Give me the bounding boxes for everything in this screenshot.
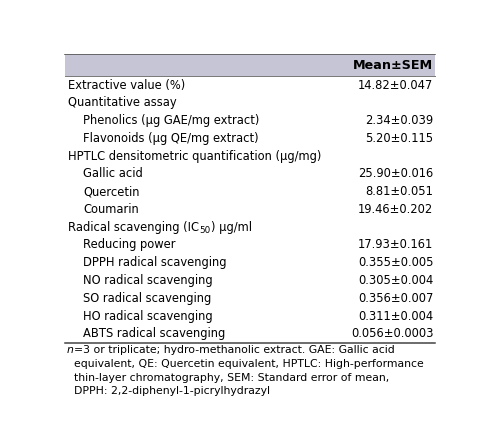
Text: Mean±SEM: Mean±SEM xyxy=(353,59,433,72)
Text: 17.93±0.161: 17.93±0.161 xyxy=(358,238,433,251)
Text: 25.90±0.016: 25.90±0.016 xyxy=(358,168,433,181)
Text: 50: 50 xyxy=(199,226,211,235)
Text: DPPH radical scavenging: DPPH radical scavenging xyxy=(83,256,227,269)
Text: HPTLC densitometric quantification (μg/mg): HPTLC densitometric quantification (μg/m… xyxy=(68,150,322,163)
Text: 5.20±0.115: 5.20±0.115 xyxy=(365,132,433,145)
Text: Phenolics (μg GAE/mg extract): Phenolics (μg GAE/mg extract) xyxy=(83,114,260,127)
Text: Extractive value (%): Extractive value (%) xyxy=(68,78,186,91)
Text: 2.34±0.039: 2.34±0.039 xyxy=(365,114,433,127)
Text: HO radical scavenging: HO radical scavenging xyxy=(83,310,213,323)
Text: ABTS radical scavenging: ABTS radical scavenging xyxy=(83,327,226,340)
Text: Quantitative assay: Quantitative assay xyxy=(68,96,177,109)
Text: 0.356±0.007: 0.356±0.007 xyxy=(358,292,433,305)
Text: 0.355±0.005: 0.355±0.005 xyxy=(358,256,433,269)
Text: 14.82±0.047: 14.82±0.047 xyxy=(358,78,433,91)
Text: Flavonoids (μg QE/mg extract): Flavonoids (μg QE/mg extract) xyxy=(83,132,259,145)
Text: Reducing power: Reducing power xyxy=(83,238,176,251)
Text: n: n xyxy=(67,345,74,355)
Text: Radical scavenging (IC: Radical scavenging (IC xyxy=(68,221,199,234)
Text: 0.056±0.0003: 0.056±0.0003 xyxy=(351,327,433,340)
Text: =3 or triplicate; hydro-methanolic extract. GAE: Gallic acid
equivalent, QE: Que: =3 or triplicate; hydro-methanolic extra… xyxy=(74,345,424,396)
Text: 0.311±0.004: 0.311±0.004 xyxy=(358,310,433,323)
Text: ) μg/ml: ) μg/ml xyxy=(211,221,252,234)
Text: Coumarin: Coumarin xyxy=(83,203,139,216)
Text: SO radical scavenging: SO radical scavenging xyxy=(83,292,212,305)
Text: 0.305±0.004: 0.305±0.004 xyxy=(358,274,433,287)
Text: 8.81±0.051: 8.81±0.051 xyxy=(366,185,433,198)
Text: NO radical scavenging: NO radical scavenging xyxy=(83,274,213,287)
Text: 19.46±0.202: 19.46±0.202 xyxy=(358,203,433,216)
Bar xyxy=(65,55,435,76)
Text: Gallic acid: Gallic acid xyxy=(83,168,143,181)
Text: Quercetin: Quercetin xyxy=(83,185,140,198)
